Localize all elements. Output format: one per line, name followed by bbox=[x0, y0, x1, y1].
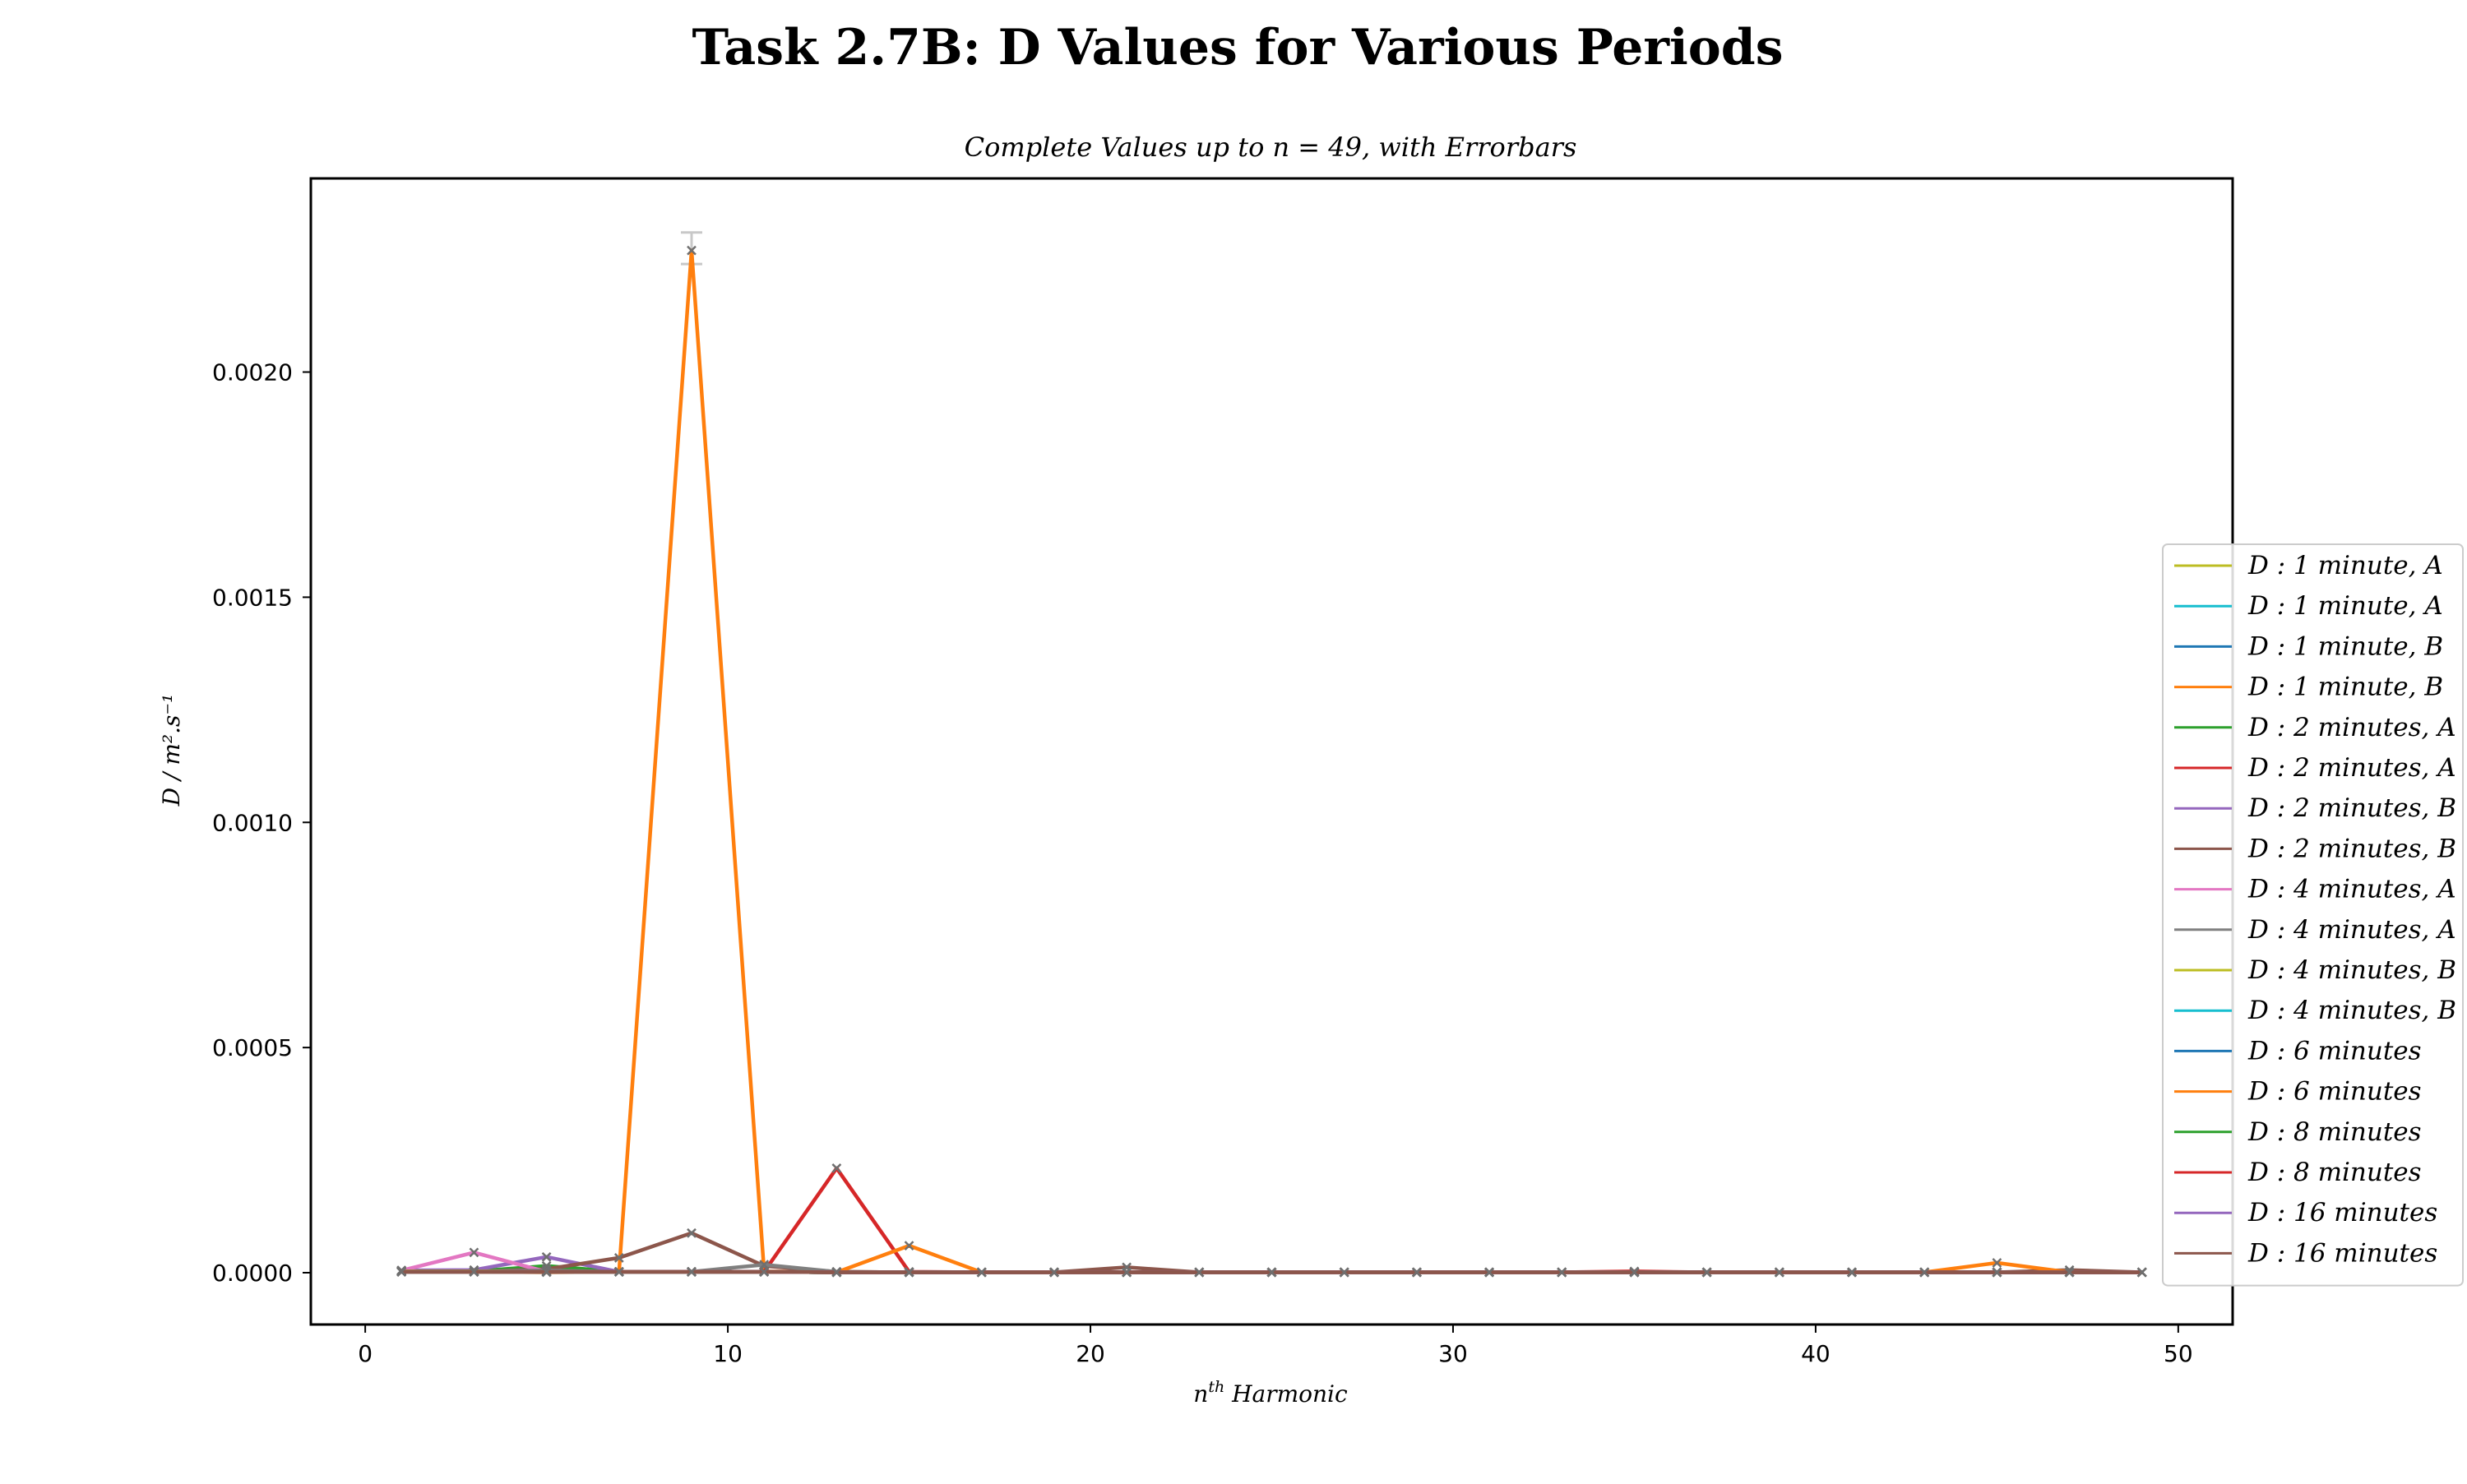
data-point-marker bbox=[1992, 1258, 2002, 1268]
data-point-marker bbox=[687, 1227, 697, 1238]
legend-entry-label: D : 16 minutes bbox=[2247, 1238, 2437, 1268]
data-point-marker bbox=[687, 245, 697, 256]
x-axis-label-superscript: th bbox=[1208, 1378, 1224, 1396]
data-point-marker bbox=[904, 1267, 914, 1278]
x-tick-label: 10 bbox=[713, 1340, 743, 1367]
legend-entry-label: D : 16 minutes bbox=[2247, 1198, 2437, 1227]
x-tick-label: 50 bbox=[2164, 1340, 2193, 1367]
data-point-marker bbox=[759, 1260, 770, 1270]
legend-entry-label: D : 2 minutes, B bbox=[2247, 834, 2456, 863]
data-point-marker bbox=[1484, 1267, 1494, 1278]
data-point-marker bbox=[1992, 1267, 2002, 1278]
data-point-marker bbox=[1557, 1267, 1567, 1278]
data-point-marker bbox=[469, 1267, 479, 1277]
y-axis-label: D / m².s⁻¹ bbox=[158, 694, 185, 807]
y-tick-label: 0.0005 bbox=[212, 1034, 293, 1061]
legend-entry-label: D : 1 minute, B bbox=[2247, 631, 2443, 661]
data-point-marker bbox=[1049, 1267, 1059, 1278]
x-axis-label-rest: Harmonic bbox=[1224, 1380, 1348, 1408]
legend-entry-label: D : 1 minute, A bbox=[2247, 591, 2443, 621]
data-point-marker bbox=[759, 1267, 770, 1277]
legend-entry-label: D : 4 minutes, A bbox=[2247, 915, 2456, 945]
data-point-marker bbox=[2136, 1267, 2147, 1278]
data-point-marker bbox=[469, 1247, 479, 1258]
legend-entry-label: D : 8 minutes bbox=[2247, 1117, 2422, 1147]
legend-entry-label: D : 4 minutes, B bbox=[2247, 996, 2456, 1025]
legend-entry-label: D : 8 minutes bbox=[2247, 1158, 2422, 1187]
chart-subtitle: Complete Values up to n = 49, with Error… bbox=[965, 132, 1577, 163]
data-point-marker bbox=[1629, 1267, 1640, 1278]
legend: D : 1 minute, A D : 1 minute, A D : 1 minu… bbox=[2162, 543, 2464, 1287]
legend-entry-label: D : 4 minutes, A bbox=[2247, 875, 2456, 904]
data-point-marker bbox=[2064, 1267, 2075, 1278]
chart-title: Task 2.7B: D Values for Various Periods bbox=[692, 19, 1783, 76]
data-point-marker bbox=[613, 1267, 624, 1277]
legend-entry-label: D : 4 minutes, B bbox=[2247, 955, 2456, 985]
x-tick-label: 40 bbox=[1801, 1340, 1831, 1367]
plot-area bbox=[396, 231, 2147, 1278]
data-point-marker bbox=[1919, 1267, 1930, 1278]
legend-entry-label: D : 1 minute, B bbox=[2247, 673, 2443, 702]
y-tick-label: 0.0020 bbox=[212, 359, 293, 386]
y-tick-label: 0.0000 bbox=[212, 1260, 293, 1287]
data-point-marker bbox=[904, 1241, 914, 1251]
x-tick-label: 30 bbox=[1438, 1340, 1468, 1367]
data-point-marker bbox=[1266, 1267, 1277, 1278]
data-point-marker bbox=[396, 1267, 407, 1277]
x-tick-label: 20 bbox=[1076, 1340, 1105, 1367]
legend-entry-label: D : 2 minutes, A bbox=[2247, 713, 2456, 742]
data-point-marker bbox=[1701, 1267, 1712, 1278]
legend-box bbox=[2162, 543, 2464, 1287]
legend-entry-label: D : 6 minutes bbox=[2247, 1036, 2422, 1066]
y-tick-label: 0.0010 bbox=[212, 809, 293, 836]
data-point-marker bbox=[1339, 1267, 1349, 1278]
data-point-marker bbox=[1194, 1267, 1205, 1278]
data-point-marker bbox=[831, 1163, 842, 1173]
legend-entry-label: D : 2 minutes, B bbox=[2247, 793, 2456, 823]
data-point-marker bbox=[1847, 1267, 1857, 1278]
legend-entry-label: D : 6 minutes bbox=[2247, 1077, 2422, 1107]
data-point-marker bbox=[1122, 1267, 1132, 1278]
data-point-marker bbox=[541, 1267, 552, 1277]
data-point-marker bbox=[831, 1267, 842, 1278]
data-point-marker bbox=[541, 1251, 552, 1262]
x-axis-label: nth Harmonic bbox=[1193, 1378, 1348, 1408]
axes: 0 10 20 30 40 50 0.0000 0.0005 0.0010 0.0015 0.002… bbox=[212, 177, 2234, 1367]
data-point-marker bbox=[1774, 1267, 1784, 1278]
data-point-marker bbox=[687, 1267, 697, 1277]
data-point-marker bbox=[1411, 1267, 1422, 1278]
x-axis-label-base: n bbox=[1193, 1380, 1208, 1408]
legend-entry-label: D : 2 minutes, A bbox=[2247, 753, 2456, 783]
y-tick-label: 0.0015 bbox=[212, 584, 293, 611]
data-point-marker bbox=[613, 1253, 624, 1263]
x-tick-label: 0 bbox=[358, 1340, 373, 1367]
legend-entry-label: D : 1 minute, A bbox=[2247, 551, 2443, 580]
data-point-marker bbox=[976, 1267, 987, 1278]
